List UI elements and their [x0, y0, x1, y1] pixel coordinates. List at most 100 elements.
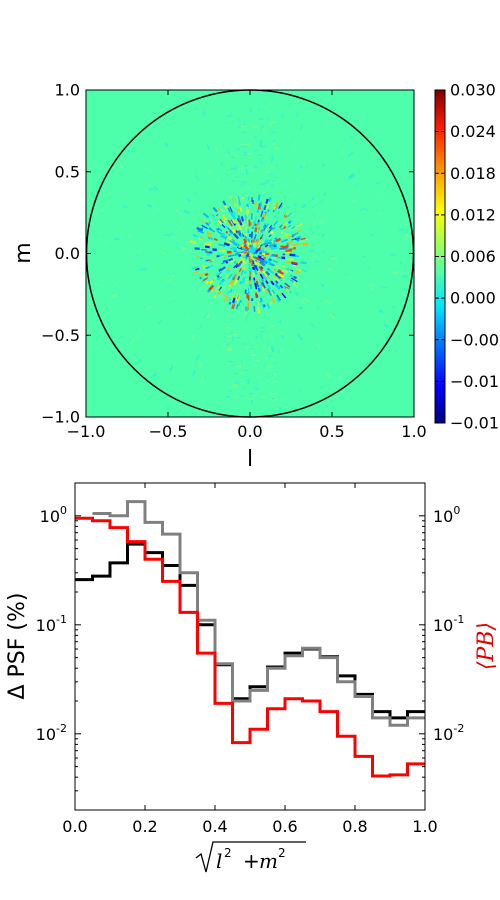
noise-speck [258, 300, 262, 304]
noise-speck [237, 271, 240, 275]
noise-speck [210, 288, 215, 293]
noise-speck [247, 302, 250, 309]
noise-speck [265, 280, 269, 285]
noise-speck [238, 301, 241, 307]
noise-speck [391, 306, 396, 309]
noise-speck [258, 249, 265, 253]
noise-speck [270, 291, 274, 296]
noise-speck [311, 205, 318, 211]
noise-speck [270, 156, 274, 163]
noise-streak [243, 154, 249, 156]
noise-speck [233, 260, 237, 264]
noise-speck [324, 299, 332, 305]
noise-speck [268, 292, 273, 297]
noise-speck [302, 242, 308, 246]
noise-speck [292, 348, 296, 353]
x-label-m: m [259, 849, 278, 873]
noise-speck [285, 157, 288, 161]
noise-speck [229, 219, 232, 223]
noise-speck [202, 238, 207, 242]
noise-speck [377, 212, 383, 216]
noise-speck [297, 229, 302, 233]
noise-speck [153, 372, 158, 378]
noise-streak [271, 393, 276, 395]
noise-speck [218, 276, 223, 280]
noise-speck [214, 146, 219, 153]
noise-speck [217, 231, 222, 235]
noise-speck [264, 233, 267, 237]
noise-speck [200, 219, 207, 224]
noise-speck [259, 234, 264, 239]
noise-speck [273, 373, 277, 378]
heatmap-y-tick-label: 0.5 [55, 162, 80, 181]
noise-speck [286, 212, 292, 218]
noise-speck [218, 286, 223, 291]
noise-speck [217, 223, 220, 227]
noise-speck [176, 241, 179, 245]
noise-speck [300, 261, 307, 265]
noise-speck [263, 304, 266, 308]
noise-speck [237, 195, 241, 202]
noise-speck [171, 368, 176, 374]
noise-speck [237, 230, 242, 236]
noise-speck [99, 279, 105, 282]
noise-speck [370, 287, 374, 291]
noise-speck [268, 225, 272, 229]
noise-streak [261, 396, 266, 398]
noise-speck [224, 273, 230, 279]
noise-streak [229, 328, 232, 330]
noise-speck [253, 242, 257, 247]
noise-speck [295, 177, 300, 182]
noise-speck [239, 299, 242, 303]
noise-speck [349, 135, 353, 140]
profile-x-tick-label: 0.2 [132, 817, 157, 836]
noise-speck [260, 281, 264, 287]
noise-speck [154, 324, 159, 329]
noise-speck [114, 237, 120, 241]
noise-speck [237, 224, 243, 231]
noise-speck [228, 195, 232, 200]
noise-speck [348, 173, 354, 179]
noise-speck [264, 225, 270, 232]
noise-speck [348, 286, 354, 289]
noise-speck [248, 233, 252, 238]
noise-speck [247, 380, 250, 385]
colorbar-tick-label: 0.024 [450, 122, 496, 141]
noise-streak [240, 125, 246, 127]
noise-speck [223, 295, 229, 302]
noise-speck [272, 260, 278, 263]
noise-speck [261, 303, 265, 309]
noise-speck [256, 306, 261, 314]
noise-speck [301, 301, 306, 305]
noise-speck [270, 345, 275, 353]
noise-streak [258, 118, 264, 120]
noise-speck [260, 158, 262, 162]
noise-speck [101, 209, 105, 212]
noise-speck [287, 234, 293, 238]
noise-speck [215, 287, 221, 294]
noise-speck [275, 273, 282, 280]
noise-speck [228, 301, 232, 305]
noise-speck [255, 335, 258, 339]
noise-speck [253, 264, 259, 272]
noise-streak [241, 181, 247, 183]
noise-speck [281, 314, 285, 319]
noise-speck [228, 233, 231, 236]
profile-frame [74, 482, 426, 811]
noise-speck [263, 250, 268, 254]
noise-streak [256, 359, 260, 362]
noise-speck [241, 250, 246, 253]
noise-speck [266, 293, 270, 300]
noise-speck [212, 284, 219, 291]
noise-speck [288, 194, 292, 199]
noise-speck [214, 283, 220, 290]
noise-speck [401, 297, 408, 301]
noise-speck [286, 257, 294, 262]
colorbar-tick-label: −0.00 [450, 330, 499, 349]
noise-speck [263, 246, 269, 249]
noise-speck [216, 214, 221, 219]
noise-speck [329, 314, 335, 320]
noise-speck [221, 261, 225, 265]
noise-speck [231, 273, 237, 280]
noise-streak [236, 396, 239, 398]
